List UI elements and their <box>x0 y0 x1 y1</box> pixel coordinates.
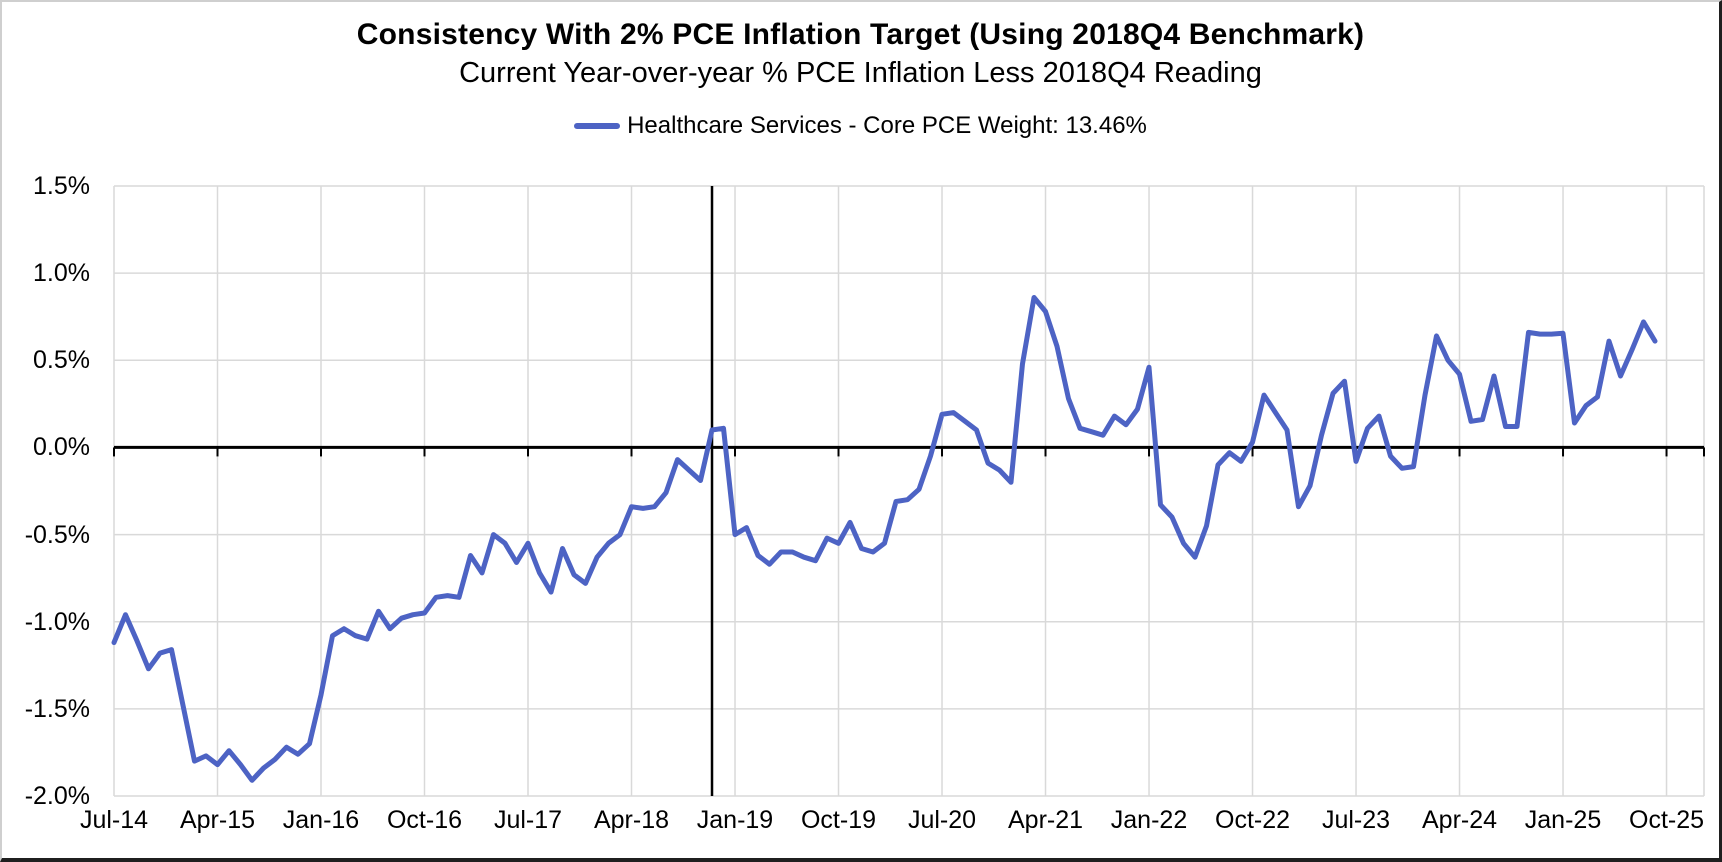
y-tick-label: -1.5% <box>24 694 90 723</box>
x-tick-label: Jul-23 <box>1321 806 1391 834</box>
chart-title: Consistency With 2% PCE Inflation Target… <box>356 18 1365 51</box>
y-tick-label: -1.0% <box>24 607 90 636</box>
legend-line-swatch-icon <box>574 123 621 129</box>
y-tick-label: -0.5% <box>24 520 90 549</box>
plot-area <box>111 185 1705 797</box>
y-tick-label: 0.0% <box>33 433 90 462</box>
x-axis-labels: Jul-14 Apr-15 Jan-16 Oct-16 Jul-17 Apr-18 Jan-… <box>80 806 1704 840</box>
x-tick-label: Apr-18 <box>593 806 670 834</box>
x-tick-label: Apr-15 <box>179 806 256 834</box>
x-tick-label: Apr-24 <box>1421 806 1498 834</box>
x-tick-label: Jul-17 <box>493 806 563 834</box>
x-tick-label: Apr-21 <box>1007 806 1084 834</box>
x-tick-label: Jan-25 <box>1524 806 1602 834</box>
y-axis-labels: 1.5% 1.0% 0.5% 0.0% -0.5% -1.0% -1.5% -2.0% <box>2 172 94 810</box>
data-series-line <box>111 295 1658 783</box>
x-tick-label: Jan-22 <box>1110 806 1188 834</box>
x-tick-label: Jan-16 <box>282 806 360 834</box>
x-tick-label: Oct-25 <box>1629 806 1705 834</box>
chart-svg <box>111 185 1705 797</box>
x-tick-label: Oct-22 <box>1215 806 1291 834</box>
x-tick-label: Jan-19 <box>696 806 774 834</box>
x-tick-label: Oct-16 <box>386 806 463 834</box>
x-tick-label: Oct-19 <box>800 806 877 834</box>
y-tick-label: 1.0% <box>33 259 90 288</box>
chart-subtitle: Current Year-over-year % PCE Inflation L… <box>459 57 1262 89</box>
x-tick-label: Jul-20 <box>907 806 977 834</box>
y-tick-label: 1.5% <box>33 172 90 200</box>
x-tick-label: Jul-14 <box>79 806 149 834</box>
legend-series-label: Healthcare Services - Core PCE Weight: 1… <box>627 112 1147 139</box>
legend: Healthcare Services - Core PCE Weight: 1… <box>2 112 1719 140</box>
y-tick-label: 0.5% <box>33 346 90 375</box>
y-tick-label: -2.0% <box>24 782 90 810</box>
